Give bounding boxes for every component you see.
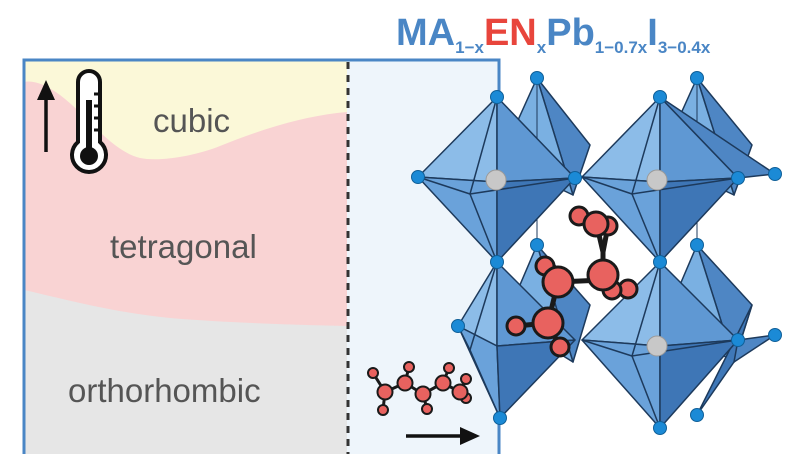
iodide-atom xyxy=(653,421,667,435)
formula-ma-subscript: 1−x xyxy=(455,38,484,57)
iodide-atom xyxy=(768,167,782,181)
iodide-atom xyxy=(731,171,745,185)
formula-en: EN xyxy=(484,12,537,54)
phase-label-cubic: cubic xyxy=(153,102,230,139)
thermometer-icon xyxy=(70,69,108,174)
iodide-atom xyxy=(768,328,782,342)
perovskite-structure xyxy=(417,77,776,429)
phase-label-tetragonal: tetragonal xyxy=(110,228,257,265)
iodide-atom xyxy=(690,408,704,422)
formula-i-subscript: 3−0.4x xyxy=(658,38,711,57)
iodide-atom xyxy=(490,90,504,104)
iodide-atom xyxy=(530,238,544,252)
formula-pb-subscript: 1−0.7x xyxy=(595,38,648,57)
octahedron-front-top-left xyxy=(417,96,576,263)
iodide-atom xyxy=(690,238,704,252)
iodide-atom xyxy=(653,255,667,269)
iodide-atom xyxy=(731,333,745,347)
iodide-atom xyxy=(653,90,667,104)
phase-diagram: cubic tetragonal orthorhombic xyxy=(22,58,501,454)
up-arrow-icon xyxy=(37,80,55,152)
iodide-atom xyxy=(568,171,582,185)
iodide-atom xyxy=(451,319,465,333)
iodide-atom xyxy=(690,71,704,85)
octahedron-front-bottom-right xyxy=(581,261,776,429)
iodide-atoms xyxy=(411,71,782,435)
octahedron-front-top-right xyxy=(581,96,776,263)
formula-en-subscript: x xyxy=(537,38,547,57)
iodide-atom xyxy=(493,411,507,425)
chemical-formula: MA1−xENxPb1−0.7xI3−0.4x xyxy=(396,12,711,57)
small-en-molecule xyxy=(367,361,472,416)
en-molecule-in-lattice xyxy=(505,205,639,358)
phase-label-orthorhombic: orthorhombic xyxy=(68,372,261,409)
formula-pb: Pb xyxy=(546,12,595,54)
iodide-atom xyxy=(530,71,544,85)
formula-ma: MA xyxy=(396,12,455,54)
lead-atom xyxy=(646,169,668,191)
cubic-region xyxy=(24,60,347,160)
iodide-atom xyxy=(411,170,425,184)
iodide-atom xyxy=(490,255,504,269)
right-arrow-icon xyxy=(406,427,480,445)
lead-atom xyxy=(485,169,507,191)
lead-atom xyxy=(646,335,668,357)
formula-i: I xyxy=(647,12,658,54)
lead-atoms xyxy=(485,169,668,357)
